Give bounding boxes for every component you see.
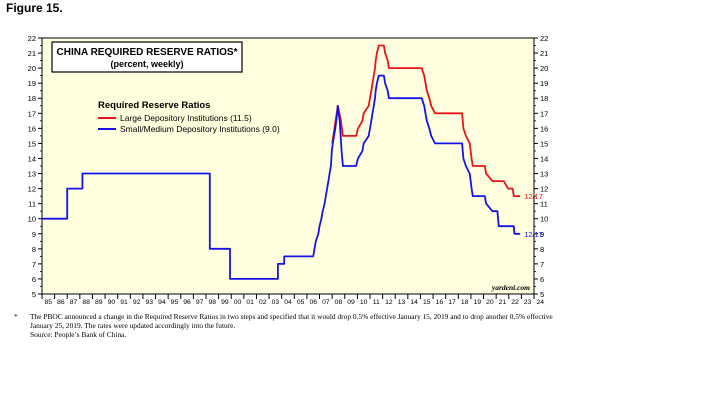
y-axis-right: 5 6 7 8 9 10 11 12 13 14 15 16 17 18 19 20 21 22 — [534, 34, 548, 299]
y-tick-label-left: 19 — [28, 79, 36, 88]
x-axis: 85 86 87 88 89 90 91 92 93 94 95 96 97 98 99 00 01 02 03 04… — [41, 294, 545, 306]
y-tick-label-right: 19 — [540, 79, 548, 88]
watermark: yardeni.com — [491, 283, 530, 292]
y-tick-label-right: 18 — [540, 94, 548, 103]
x-tick-label: 02 — [259, 299, 267, 306]
x-tick-label: 06 — [309, 299, 317, 306]
y-tick-label-right: 7 — [540, 260, 544, 269]
y-tick-label-right: 21 — [540, 49, 548, 58]
figure-label: Figure 15. — [6, 1, 63, 15]
y-axis-left: 5 6 7 8 9 10 11 12 13 14 15 16 17 18 19 20 21 22 — [28, 34, 42, 299]
y-tick-label-right: 15 — [540, 139, 548, 148]
footnote-source: Source: People’s Bank of China. — [30, 330, 127, 339]
x-tick-label: 08 — [335, 299, 343, 306]
y-tick-label-right: 13 — [540, 170, 548, 179]
x-tick-label: 98 — [209, 299, 217, 306]
y-tick-label-left: 18 — [28, 94, 36, 103]
x-tick-label: 01 — [246, 299, 254, 306]
y-tick-label-left: 5 — [32, 290, 36, 299]
y-tick-label-right: 17 — [540, 109, 548, 118]
y-tick-label-left: 16 — [28, 124, 36, 133]
x-tick-label: 89 — [95, 299, 103, 306]
footnote-marker: * — [14, 312, 18, 321]
x-tick-label: 00 — [234, 299, 242, 306]
y-tick-label-right: 11 — [540, 200, 548, 209]
y-tick-label-right: 6 — [540, 275, 544, 284]
series-line-small — [42, 74, 521, 280]
legend-title: Required Reserve Ratios — [98, 100, 210, 111]
y-tick-label-right: 20 — [540, 64, 548, 73]
x-tick-label: 94 — [158, 299, 166, 306]
end-label-large: 12/17 — [524, 192, 543, 201]
x-tick-label: 10 — [360, 299, 368, 306]
x-tick-label: 99 — [221, 299, 229, 306]
y-tick-label-left: 14 — [28, 154, 36, 163]
x-tick-label: 20 — [486, 299, 494, 306]
x-tick-label: 22 — [511, 299, 519, 306]
y-tick-label-right: 16 — [540, 124, 548, 133]
x-tick-label: 05 — [297, 299, 305, 306]
x-tick-label: 04 — [284, 299, 292, 306]
y-tick-label-left: 11 — [28, 200, 36, 209]
y-tick-label-right: 5 — [540, 290, 544, 299]
y-tick-label-left: 10 — [28, 215, 36, 224]
legend-label-large: Large Depository Institutions (11.5) — [120, 113, 252, 123]
y-tick-label-left: 17 — [28, 109, 36, 118]
y-tick-label-right: 22 — [540, 34, 548, 43]
x-tick-label: 86 — [57, 299, 65, 306]
footnote: * The PBOC announced a change in the Req… — [14, 312, 574, 339]
y-tick-label-left: 15 — [28, 139, 36, 148]
x-tick-label: 23 — [524, 299, 532, 306]
x-tick-label: 95 — [171, 299, 179, 306]
y-tick-label-left: 20 — [28, 64, 36, 73]
end-labels: 12/17 12/17 — [524, 192, 543, 239]
x-tick-label: 12 — [385, 299, 393, 306]
x-tick-label: 87 — [70, 299, 78, 306]
x-tick-label: 14 — [410, 299, 418, 306]
y-tick-label-right: 10 — [540, 215, 548, 224]
end-label-small: 12/17 — [524, 230, 543, 239]
x-tick-label: 90 — [108, 299, 116, 306]
legend-label-small: Small/Medium Depository Institutions (9.… — [120, 124, 280, 134]
y-tick-label-left: 7 — [32, 260, 36, 269]
y-tick-label-left: 8 — [32, 245, 36, 254]
x-tick-label: 19 — [473, 299, 481, 306]
x-tick-label: 85 — [45, 299, 53, 306]
x-tick-label: 97 — [196, 299, 204, 306]
chart-title: CHINA REQUIRED RESERVE RATIOS* — [57, 47, 238, 58]
y-tick-label-right: 14 — [540, 154, 548, 163]
y-tick-label-left: 6 — [32, 275, 36, 284]
x-tick-label: 21 — [499, 299, 507, 306]
x-tick-label: 13 — [398, 299, 406, 306]
x-tick-label: 91 — [120, 299, 128, 306]
x-tick-label: 24 — [537, 299, 545, 306]
y-tick-label-right: 8 — [540, 245, 544, 254]
y-tick-label-left: 9 — [32, 230, 36, 239]
y-tick-label-right: 12 — [540, 185, 548, 194]
x-tick-label: 07 — [322, 299, 330, 306]
x-tick-label: 17 — [448, 299, 456, 306]
y-tick-label-left: 13 — [28, 170, 36, 179]
series-layer — [42, 44, 521, 280]
x-tick-label: 18 — [461, 299, 469, 306]
x-tick-label: 03 — [272, 299, 280, 306]
x-tick-label: 15 — [423, 299, 431, 306]
y-tick-label-left: 22 — [28, 34, 36, 43]
x-tick-label: 93 — [145, 299, 153, 306]
x-tick-label: 92 — [133, 299, 141, 306]
x-tick-label: 11 — [373, 299, 380, 306]
series-line-large — [331, 44, 521, 197]
x-tick-label: 96 — [183, 299, 191, 306]
title-box: CHINA REQUIRED RESERVE RATIOS* (percent,… — [51, 41, 243, 73]
footnote-text: The PBOC announced a change in the Requi… — [30, 312, 553, 330]
y-tick-label-right: 9 — [540, 230, 544, 239]
x-tick-label: 09 — [347, 299, 355, 306]
y-tick-label-left: 21 — [28, 49, 36, 58]
chart-subtitle: (percent, weekly) — [110, 59, 183, 69]
legend: Required Reserve Ratios Large Depository… — [98, 100, 280, 134]
x-tick-label: 16 — [436, 299, 444, 306]
y-tick-label-left: 12 — [28, 185, 36, 194]
x-tick-label: 88 — [82, 299, 90, 306]
